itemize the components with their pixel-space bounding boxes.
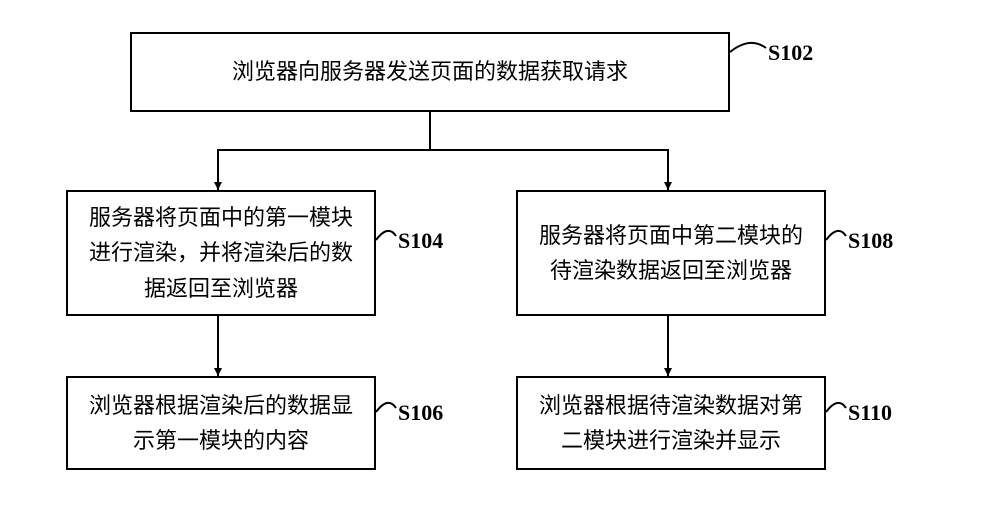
flow-node-s102: 浏览器向服务器发送页面的数据获取请求: [130, 32, 730, 112]
node-text: 服务器将页面中的第一模块进行渲染，并将渲染后的数据返回至浏览器: [80, 200, 362, 306]
node-label-s110: S110: [848, 400, 892, 426]
node-text: 浏览器根据待渲染数据对第二模块进行渲染并显示: [530, 388, 812, 458]
flow-node-s110: 浏览器根据待渲染数据对第二模块进行渲染并显示: [516, 376, 826, 470]
flow-node-s104: 服务器将页面中的第一模块进行渲染，并将渲染后的数据返回至浏览器: [66, 190, 376, 316]
node-label-s108: S108: [848, 228, 893, 254]
node-text: 服务器将页面中第二模块的待渲染数据返回至浏览器: [530, 218, 812, 288]
node-label-s102: S102: [768, 40, 813, 66]
node-label-s106: S106: [398, 400, 443, 426]
flow-node-s106: 浏览器根据渲染后的数据显示第一模块的内容: [66, 376, 376, 470]
flow-node-s108: 服务器将页面中第二模块的待渲染数据返回至浏览器: [516, 190, 826, 316]
node-label-s104: S104: [398, 228, 443, 254]
node-text: 浏览器根据渲染后的数据显示第一模块的内容: [80, 388, 362, 458]
node-text: 浏览器向服务器发送页面的数据获取请求: [232, 54, 628, 89]
